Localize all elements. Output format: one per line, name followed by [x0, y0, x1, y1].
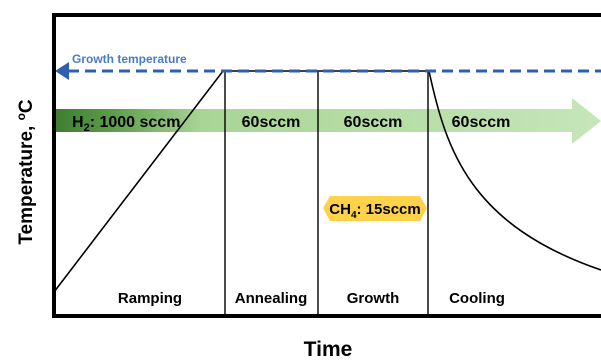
cooling-flow-label: 60sccm [452, 114, 511, 131]
growth-flow-label: 60sccm [344, 114, 403, 131]
annealing-flow-label: 60sccm [242, 114, 301, 131]
stage-label-cooling: Cooling [449, 290, 505, 307]
h2-flow-label: H2: 1000 sccm [72, 114, 180, 134]
growth-temperature-label: Growth temperature [72, 52, 187, 66]
y-axis-label: Temperature, oC [13, 99, 38, 245]
x-axis-label: Time [303, 338, 353, 361]
stage-label-annealing: Annealing [235, 290, 308, 307]
ch4-badge [323, 196, 427, 221]
stage-label-ramping: Ramping [118, 290, 182, 307]
temperature-profile-curve [53, 70, 601, 293]
stage-label-growth: Growth [347, 290, 400, 307]
gas-flow-arrow [54, 98, 601, 144]
growth-temperature-arrowhead [55, 62, 69, 80]
ch4-label: CH4: 15sccm [329, 201, 420, 221]
